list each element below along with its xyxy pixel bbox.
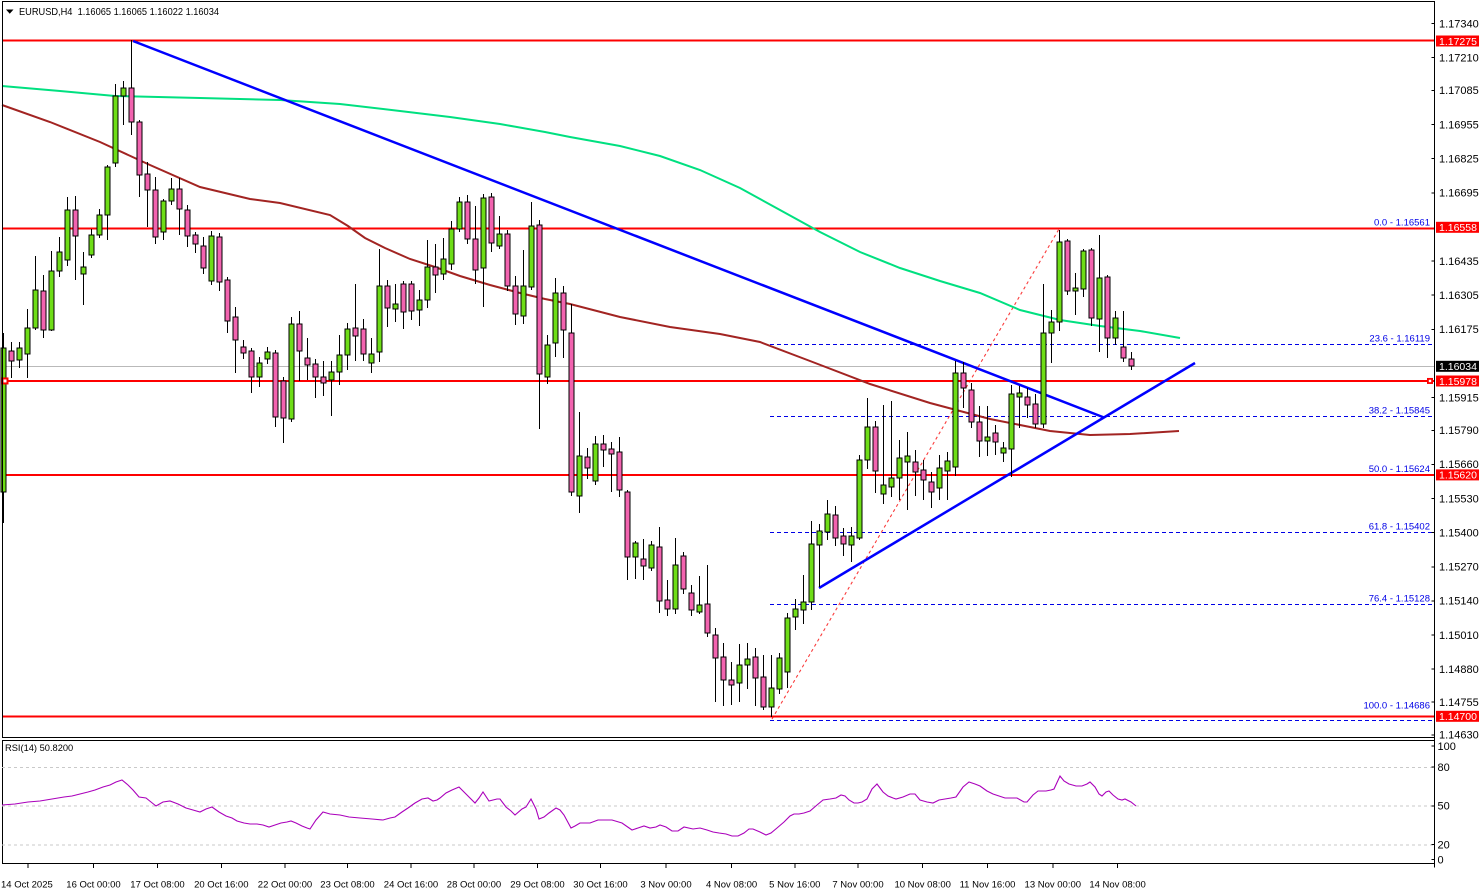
svg-text:50.0 - 1.15624: 50.0 - 1.15624 — [1369, 464, 1430, 475]
svg-text:30 Oct 16:00: 30 Oct 16:00 — [573, 880, 627, 891]
svg-text:1.17085: 1.17085 — [1439, 85, 1479, 97]
svg-text:1.14755: 1.14755 — [1439, 697, 1479, 709]
svg-text:1.15140: 1.15140 — [1439, 596, 1479, 608]
svg-text:1.16175: 1.16175 — [1439, 324, 1479, 336]
svg-text:1.16034: 1.16034 — [1439, 361, 1477, 373]
svg-text:23 Oct 08:00: 23 Oct 08:00 — [320, 880, 374, 891]
svg-text:1.15660: 1.15660 — [1439, 459, 1479, 471]
svg-text:1.17340: 1.17340 — [1439, 18, 1479, 30]
svg-text:100: 100 — [1438, 741, 1456, 753]
svg-text:EURUSD,H4 1.16065 1.16065 1.1: EURUSD,H4 1.16065 1.16065 1.16022 1.1603… — [19, 6, 219, 18]
svg-text:1.16305: 1.16305 — [1439, 290, 1479, 302]
svg-text:29 Oct 08:00: 29 Oct 08:00 — [510, 880, 564, 891]
svg-text:22 Oct 00:00: 22 Oct 00:00 — [258, 880, 312, 891]
svg-text:1.16695: 1.16695 — [1439, 188, 1479, 200]
svg-text:1.16955: 1.16955 — [1439, 119, 1479, 131]
svg-text:1.16825: 1.16825 — [1439, 153, 1479, 165]
svg-text:1.17275: 1.17275 — [1439, 36, 1477, 48]
svg-text:1.15400: 1.15400 — [1439, 527, 1479, 539]
svg-text:23.6 - 1.16119: 23.6 - 1.16119 — [1369, 334, 1430, 345]
svg-text:5 Nov 16:00: 5 Nov 16:00 — [769, 880, 820, 891]
svg-text:1.14630: 1.14630 — [1439, 730, 1479, 742]
svg-text:1.15270: 1.15270 — [1439, 562, 1479, 574]
svg-text:16 Oct 00:00: 16 Oct 00:00 — [66, 880, 120, 891]
svg-text:76.4 - 1.15128: 76.4 - 1.15128 — [1369, 594, 1430, 605]
svg-text:0: 0 — [1438, 854, 1444, 866]
svg-text:RSI(14) 50.8200: RSI(14) 50.8200 — [5, 743, 73, 753]
svg-text:11 Nov 16:00: 11 Nov 16:00 — [960, 880, 1016, 891]
svg-text:7 Nov 00:00: 7 Nov 00:00 — [832, 880, 883, 891]
svg-text:28 Oct 00:00: 28 Oct 00:00 — [447, 880, 501, 891]
svg-text:3 Nov 00:00: 3 Nov 00:00 — [640, 880, 691, 891]
svg-text:17 Oct 08:00: 17 Oct 08:00 — [130, 880, 184, 891]
svg-text:80: 80 — [1438, 762, 1450, 774]
svg-text:1.15790: 1.15790 — [1439, 425, 1479, 437]
svg-text:20 Oct 16:00: 20 Oct 16:00 — [194, 880, 248, 891]
svg-text:13 Nov 00:00: 13 Nov 00:00 — [1025, 880, 1082, 891]
svg-text:50: 50 — [1438, 801, 1450, 813]
svg-text:20: 20 — [1438, 839, 1450, 851]
svg-text:1.16558: 1.16558 — [1439, 222, 1477, 234]
svg-text:100.0 - 1.14686: 100.0 - 1.14686 — [1363, 701, 1430, 712]
svg-text:1.14880: 1.14880 — [1439, 664, 1479, 676]
svg-text:1.15978: 1.15978 — [1439, 376, 1477, 388]
svg-text:1.16435: 1.16435 — [1439, 256, 1479, 268]
svg-text:4 Nov 08:00: 4 Nov 08:00 — [706, 880, 757, 891]
svg-text:61.8 - 1.15402: 61.8 - 1.15402 — [1369, 522, 1430, 533]
svg-text:10 Nov 08:00: 10 Nov 08:00 — [894, 880, 951, 891]
svg-text:1.15620: 1.15620 — [1439, 470, 1477, 482]
svg-text:1.14700: 1.14700 — [1439, 711, 1477, 723]
svg-text:14 Nov 08:00: 14 Nov 08:00 — [1089, 880, 1146, 891]
svg-text:0.0 - 1.16561: 0.0 - 1.16561 — [1374, 218, 1430, 229]
svg-text:38.2 - 1.15845: 38.2 - 1.15845 — [1369, 406, 1430, 417]
svg-text:1.15915: 1.15915 — [1439, 392, 1479, 404]
svg-text:1.15530: 1.15530 — [1439, 493, 1479, 505]
svg-text:14 Oct 2025: 14 Oct 2025 — [1, 880, 53, 891]
svg-text:1.17210: 1.17210 — [1439, 52, 1479, 64]
svg-text:24 Oct 16:00: 24 Oct 16:00 — [384, 880, 438, 891]
svg-text:1.15010: 1.15010 — [1439, 630, 1479, 642]
